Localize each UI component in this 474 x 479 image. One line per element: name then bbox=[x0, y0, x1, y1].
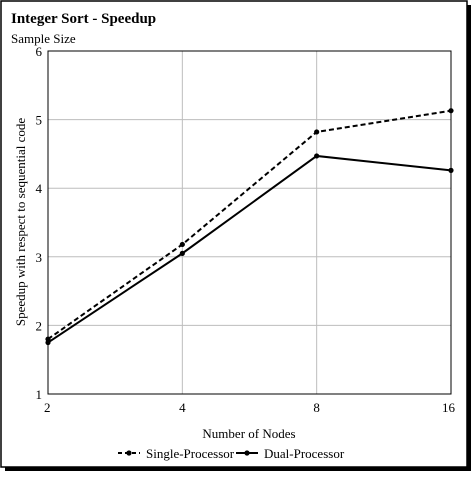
data-point bbox=[448, 108, 454, 114]
y-tick-labels: 1 2 3 4 5 6 bbox=[36, 44, 43, 402]
y-tick-label: 1 bbox=[36, 387, 43, 402]
data-point bbox=[314, 129, 320, 135]
series-line-single-processor bbox=[47, 109, 452, 340]
legend-label: Single-Processor bbox=[146, 446, 235, 461]
chart-subtitle: Sample Size bbox=[11, 31, 76, 46]
figure-border bbox=[0, 0, 468, 468]
y-tick-label: 4 bbox=[36, 181, 43, 196]
legend: Single-Processor Dual-Processor bbox=[118, 446, 345, 461]
y-tick-label: 3 bbox=[36, 250, 43, 265]
legend-marker bbox=[126, 450, 132, 456]
y-tick-label: 2 bbox=[36, 318, 43, 333]
chart-title: Integer Sort - Speedup bbox=[11, 11, 156, 27]
y-tick-label: 5 bbox=[36, 113, 43, 128]
x-axis-label: Number of Nodes bbox=[202, 426, 295, 441]
legend-label: Dual-Processor bbox=[264, 446, 345, 461]
y-axis-label: Speedup with respect to sequential code bbox=[13, 118, 28, 327]
series-line-dual-processor bbox=[47, 154, 452, 344]
data-point bbox=[179, 241, 185, 248]
data-point bbox=[314, 153, 320, 159]
legend-marker bbox=[244, 450, 250, 456]
x-tick-labels: 2 4 8 16 bbox=[44, 400, 456, 415]
x-tick-label: 16 bbox=[442, 400, 456, 415]
plot-area-border bbox=[47, 50, 452, 395]
x-tick-label: 4 bbox=[179, 400, 186, 415]
data-point bbox=[448, 167, 454, 173]
x-tick-label: 8 bbox=[313, 400, 320, 415]
data-point bbox=[179, 250, 185, 256]
series-layer bbox=[45, 108, 454, 346]
data-point bbox=[45, 339, 51, 346]
x-tick-label: 2 bbox=[44, 400, 51, 415]
y-tick-label: 6 bbox=[36, 44, 43, 59]
